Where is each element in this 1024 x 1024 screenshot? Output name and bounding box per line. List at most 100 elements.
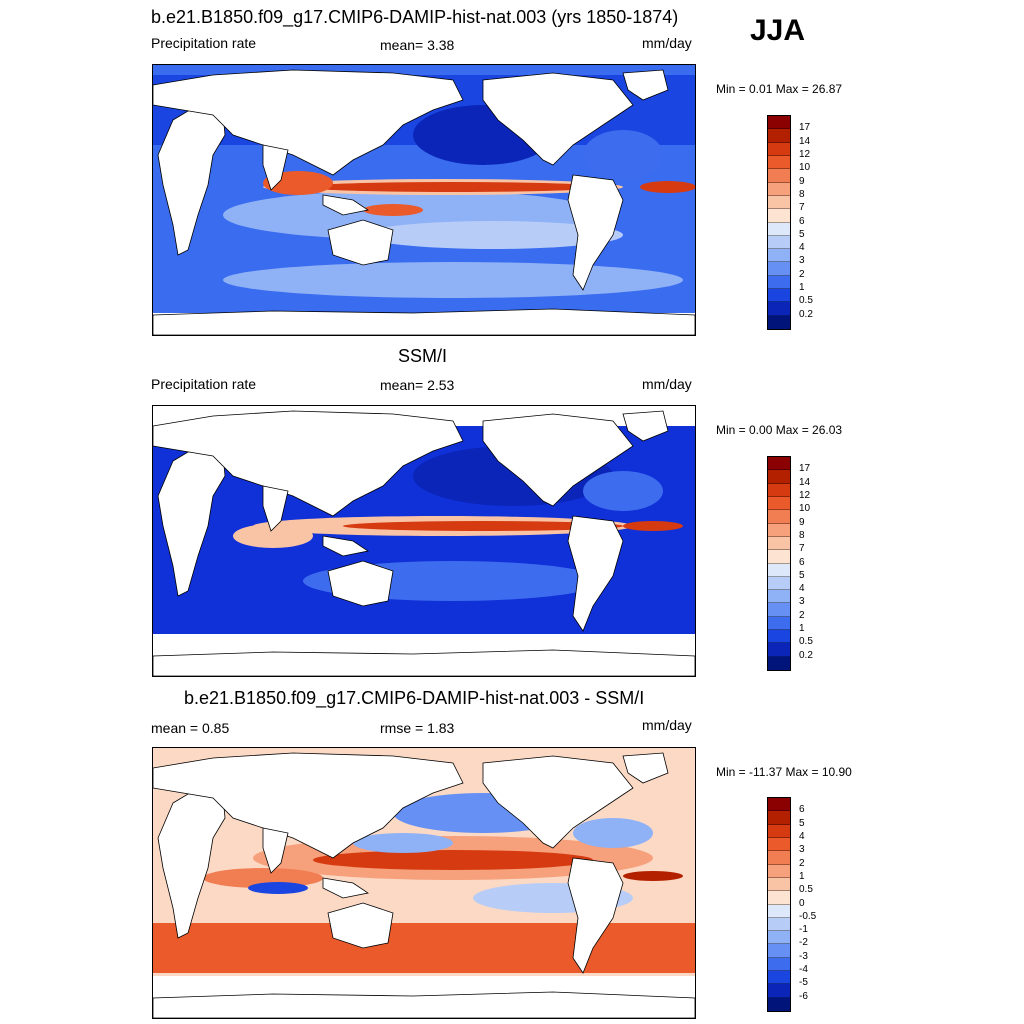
colorbar-tick-label: 5 bbox=[799, 817, 805, 829]
panel2-map-field bbox=[153, 406, 695, 676]
colorbar-tick-label: 0.2 bbox=[799, 308, 813, 320]
panel1-min-max: Min = 0.01 Max = 26.87 bbox=[716, 82, 843, 96]
colorbar-tick-label: 4 bbox=[799, 583, 805, 595]
colorbar-bin bbox=[768, 536, 790, 551]
colorbar-bin bbox=[768, 957, 790, 972]
colorbar-bin bbox=[768, 931, 790, 945]
continent-outline bbox=[622, 410, 669, 442]
continent-outline bbox=[322, 535, 370, 557]
panel1-units: mm/day bbox=[642, 35, 692, 51]
panel3-colorbar bbox=[767, 797, 791, 1012]
colorbar-tick-label: 1 bbox=[799, 282, 805, 294]
panel2-colorbar bbox=[767, 456, 791, 671]
panel3-map-field bbox=[153, 748, 695, 1018]
panel1-mean-label: mean= 3.38 bbox=[380, 37, 455, 53]
colorbar-tick-label: 3 bbox=[799, 844, 805, 856]
colorbar-bin bbox=[768, 262, 790, 276]
colorbar-tick-label: 10 bbox=[799, 503, 811, 515]
colorbar-bin bbox=[768, 864, 790, 878]
colorbar-bin bbox=[768, 851, 790, 865]
colorbar-bin bbox=[768, 142, 790, 156]
colorbar-bin bbox=[768, 155, 790, 170]
continent-outline bbox=[153, 308, 695, 335]
colorbar-bin bbox=[768, 563, 790, 577]
panel1-land-outlines bbox=[153, 69, 695, 335]
panel2-map bbox=[152, 405, 696, 677]
colorbar-bin bbox=[768, 837, 790, 852]
colorbar-tick-label: 0.5 bbox=[799, 295, 813, 307]
colorbar-bin bbox=[768, 877, 790, 892]
colorbar-tick-label: 7 bbox=[799, 202, 805, 214]
colorbar-tick-label: -6 bbox=[799, 990, 808, 1002]
colorbar-bin bbox=[768, 984, 790, 998]
colorbar-tick-label: 6 bbox=[799, 215, 805, 227]
colorbar-bin bbox=[768, 496, 790, 511]
colorbar-tick-label: 1 bbox=[799, 870, 805, 882]
panel3-title: b.e21.B1850.f09_g17.CMIP6-DAMIP-hist-nat… bbox=[184, 688, 645, 708]
colorbar-bin bbox=[768, 904, 790, 918]
continent-outline bbox=[327, 902, 394, 949]
panel3-min-max: Min = -11.37 Max = 10.90 bbox=[716, 765, 852, 779]
continent-outline bbox=[567, 857, 624, 974]
colorbar-tick-label: 8 bbox=[799, 188, 805, 200]
colorbar-bin bbox=[768, 470, 790, 484]
colorbar-bin bbox=[768, 235, 790, 250]
continent-outline bbox=[153, 410, 464, 517]
colorbar-bin bbox=[768, 457, 790, 471]
continent-outline bbox=[153, 752, 464, 859]
panel1-map bbox=[152, 64, 696, 336]
colorbar-tick-label: 14 bbox=[799, 135, 811, 147]
colorbar-bin bbox=[768, 944, 790, 958]
colorbar-bin bbox=[768, 302, 790, 316]
colorbar-tick-label: 6 bbox=[799, 804, 805, 816]
panel3-units: mm/day bbox=[642, 717, 692, 733]
panel1-colorbar bbox=[767, 115, 791, 330]
colorbar-tick-label: -5 bbox=[799, 977, 808, 989]
colorbar-bin bbox=[768, 997, 790, 1011]
colorbar-tick-label: 1 bbox=[799, 623, 805, 635]
continent-outline bbox=[622, 752, 669, 784]
continent-outline bbox=[327, 219, 394, 266]
colorbar-bin bbox=[768, 798, 790, 812]
continent-outline bbox=[262, 827, 289, 874]
colorbar-bin bbox=[768, 643, 790, 657]
colorbar-tick-label: -2 bbox=[799, 937, 808, 949]
colorbar-tick-label: 4 bbox=[799, 830, 805, 842]
colorbar-bin bbox=[768, 116, 790, 130]
colorbar-tick-label: 12 bbox=[799, 148, 811, 160]
colorbar-bin bbox=[768, 824, 790, 838]
colorbar-tick-label: -4 bbox=[799, 964, 808, 976]
colorbar-tick-label: 2 bbox=[799, 609, 805, 621]
continent-outline bbox=[153, 649, 695, 676]
colorbar-tick-label: 3 bbox=[799, 255, 805, 267]
colorbar-bin bbox=[768, 275, 790, 290]
panel2-variable-label: Precipitation rate bbox=[151, 376, 257, 392]
colorbar-bin bbox=[768, 917, 790, 932]
colorbar-tick-label: 9 bbox=[799, 175, 805, 187]
panel1-map-field bbox=[153, 65, 695, 335]
panel3-mean-label: mean = 0.85 bbox=[151, 720, 230, 736]
colorbar-tick-label: 0.5 bbox=[799, 884, 813, 896]
colorbar-bin bbox=[768, 289, 790, 303]
continent-outline bbox=[262, 485, 289, 532]
colorbar-bin bbox=[768, 590, 790, 604]
colorbar-tick-label: 3 bbox=[799, 596, 805, 608]
colorbar-bin bbox=[768, 222, 790, 236]
colorbar-bin bbox=[768, 971, 790, 985]
continent-outline bbox=[567, 515, 624, 632]
continent-outline bbox=[153, 69, 464, 176]
panel2-land-outlines bbox=[153, 410, 695, 676]
colorbar-tick-label: 12 bbox=[799, 489, 811, 501]
colorbar-tick-label: 7 bbox=[799, 543, 805, 555]
colorbar-bin bbox=[768, 483, 790, 497]
colorbar-tick-label: 0.2 bbox=[799, 649, 813, 661]
colorbar-bin bbox=[768, 510, 790, 524]
panel2-mean-label: mean= 2.53 bbox=[380, 377, 455, 393]
colorbar-tick-label: 9 bbox=[799, 516, 805, 528]
colorbar-tick-label: 17 bbox=[799, 463, 811, 475]
colorbar-bin bbox=[768, 891, 790, 905]
colorbar-tick-label: 0.5 bbox=[799, 636, 813, 648]
colorbar-bin bbox=[768, 811, 790, 825]
continent-outline bbox=[482, 755, 634, 849]
colorbar-tick-label: 17 bbox=[799, 122, 811, 134]
